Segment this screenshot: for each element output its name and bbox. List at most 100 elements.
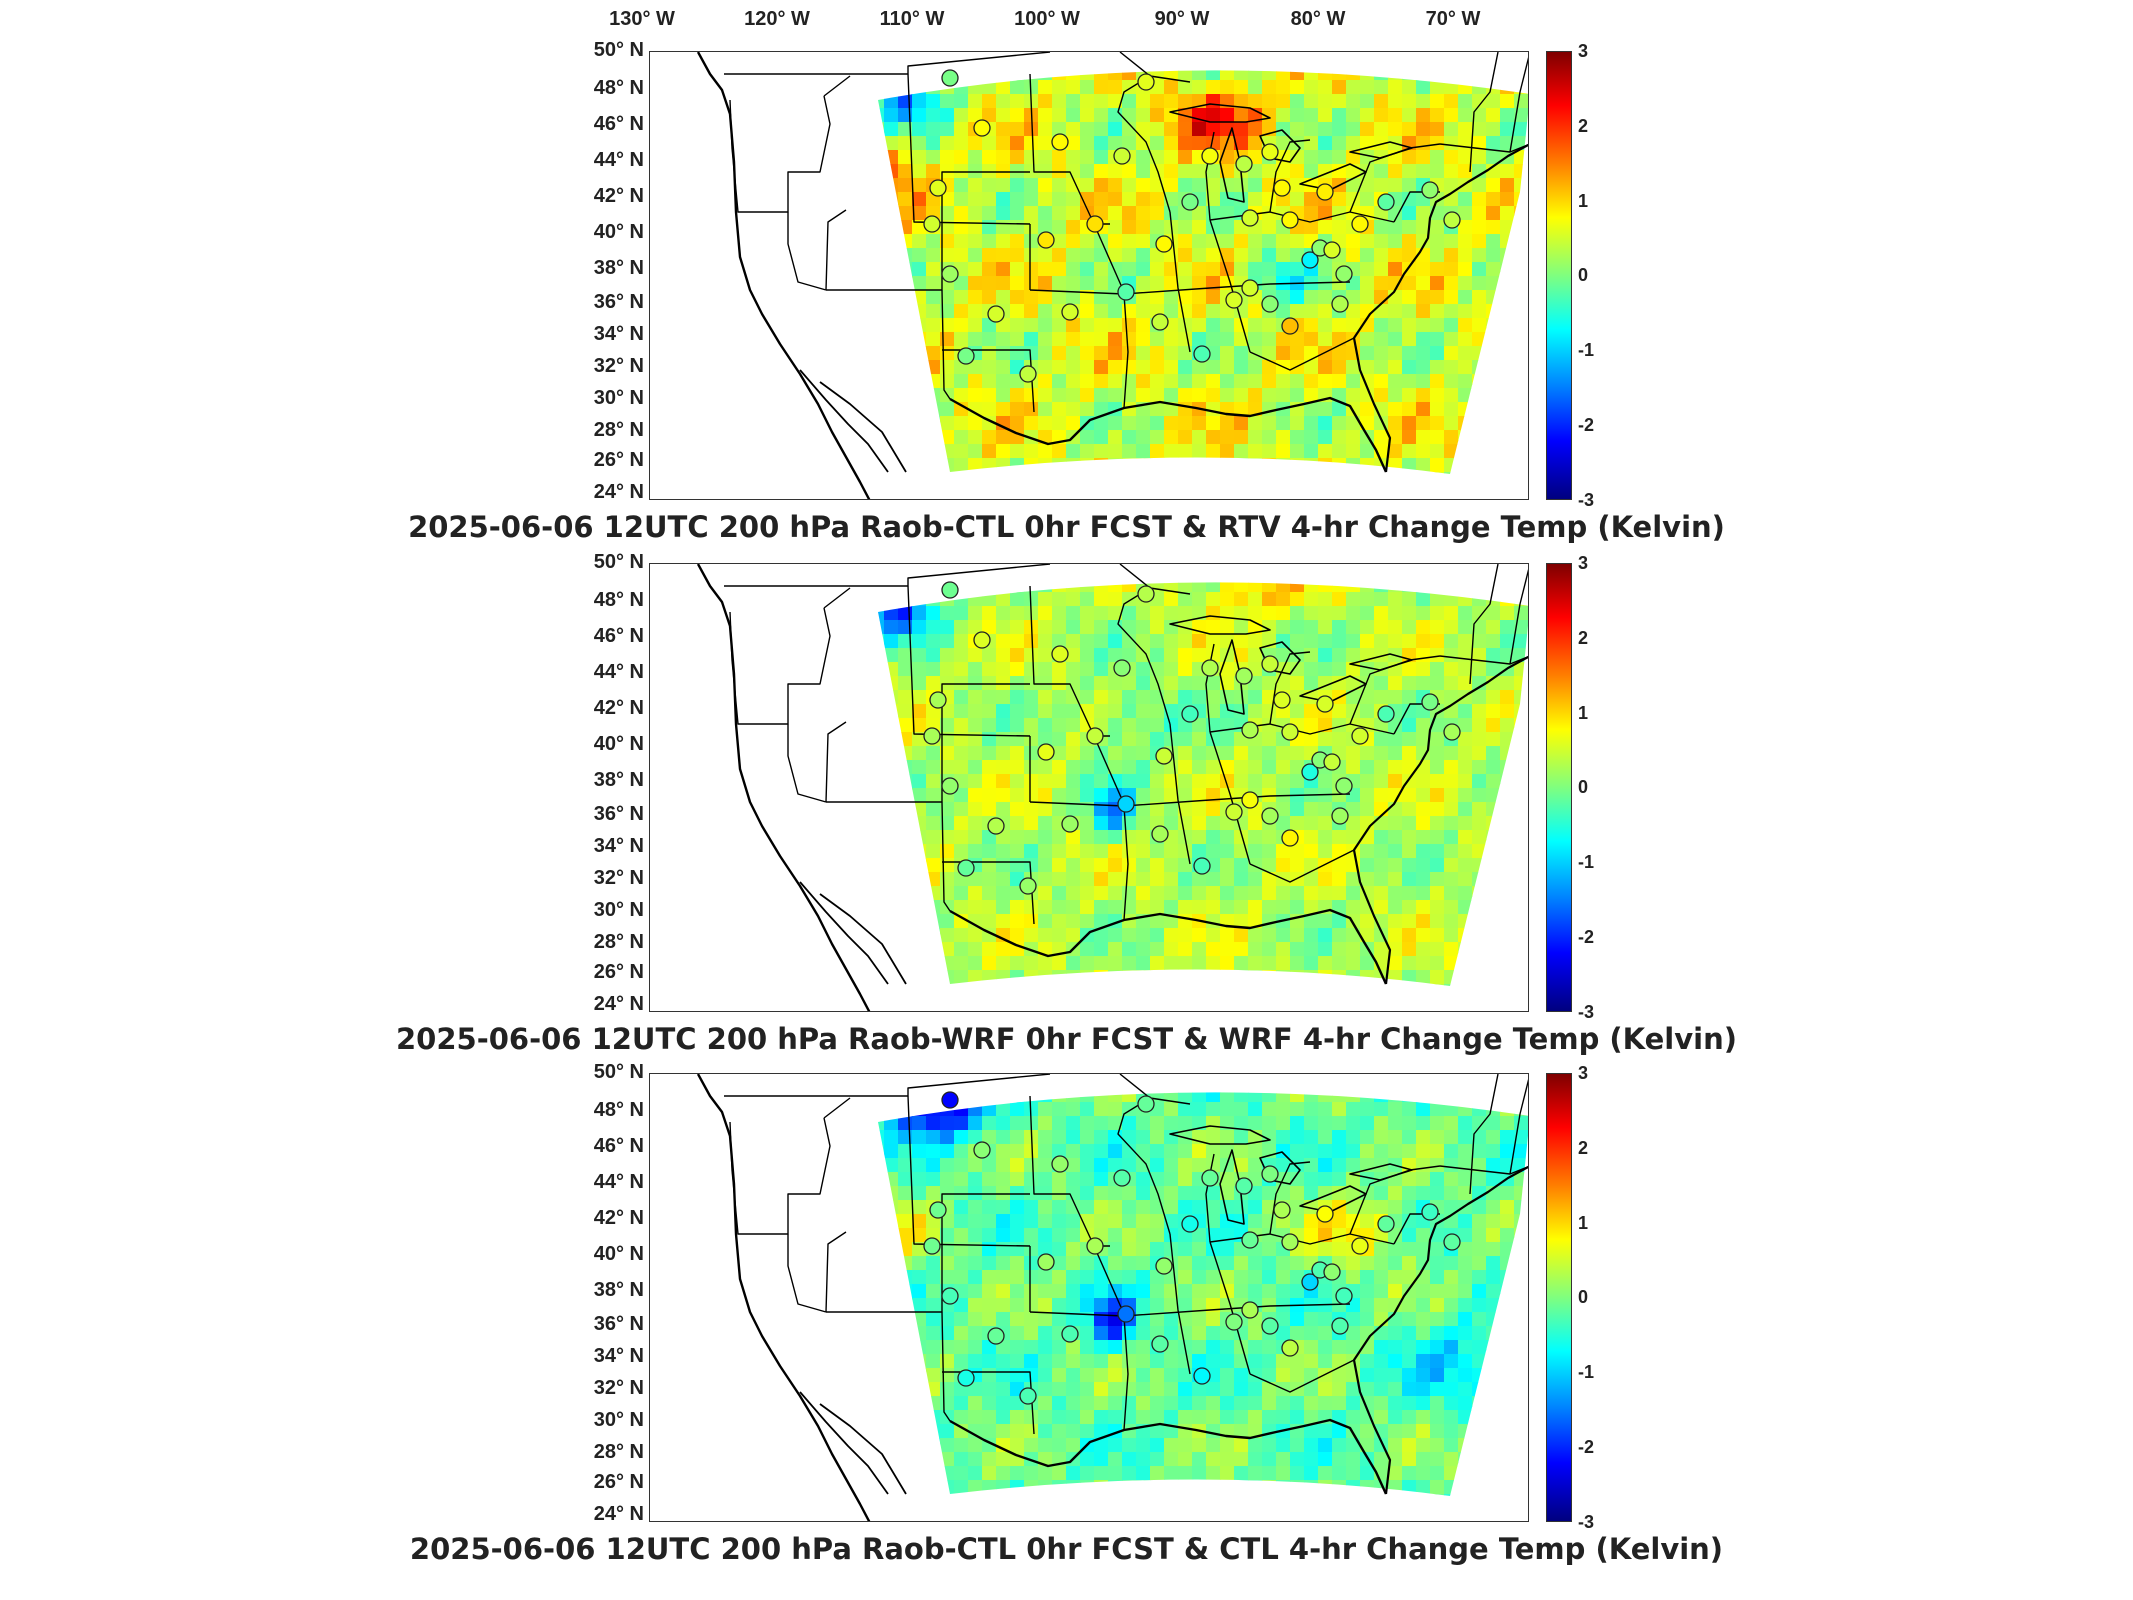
boundary-line <box>823 75 851 97</box>
raob-station-marker <box>1061 815 1079 833</box>
latitude-label: 48° N <box>593 589 644 611</box>
raob-station-marker <box>1261 1317 1279 1335</box>
raob-station-marker <box>1377 705 1395 723</box>
boundary-line <box>941 801 951 912</box>
raob-station-marker <box>1273 179 1291 197</box>
raob-station-marker <box>1235 155 1253 173</box>
raob-station-marker <box>1331 295 1349 313</box>
raob-station-marker <box>1281 211 1299 229</box>
raob-station-marker <box>1335 265 1353 283</box>
raob-station-marker <box>1241 791 1259 809</box>
longitude-axis: 130° W 120° W 110° W 100° W 90° W 80° W 70° W <box>0 0 2133 40</box>
boundary-line <box>825 209 847 291</box>
boundary-line <box>1123 793 1351 807</box>
raob-station-marker <box>1086 215 1104 233</box>
latitude-label: 34° N <box>593 835 644 857</box>
boundary-line <box>1169 1125 1271 1145</box>
map-area <box>649 51 1529 500</box>
boundary-line <box>799 369 907 473</box>
latitude-label: 34° N <box>593 1345 644 1367</box>
boundary-line <box>1269 1161 1311 1235</box>
raob-station-marker <box>1335 777 1353 795</box>
raob-station-marker <box>941 69 959 87</box>
raob-station-marker <box>1316 695 1334 713</box>
colorbar-tick: 0 <box>1578 777 1589 798</box>
raob-station-marker <box>957 859 975 877</box>
colorbar-tick: 3 <box>1578 553 1589 573</box>
raob-station-marker <box>1117 795 1135 813</box>
boundary-line <box>826 1193 1030 1313</box>
raob-station-marker <box>1301 1273 1319 1291</box>
colorbar-tick: -1 <box>1578 852 1595 873</box>
boundary-line <box>729 95 831 213</box>
raob-station-marker <box>1281 1233 1299 1251</box>
latitude-label: 38° N <box>593 257 644 279</box>
boundary-line <box>1249 1359 1355 1393</box>
longitude-label: 80° W <box>1290 8 1346 30</box>
raob-station-marker <box>1241 209 1259 227</box>
raob-station-marker <box>957 347 975 365</box>
raob-station-marker <box>1019 1387 1037 1405</box>
raob-station-marker <box>1193 345 1211 363</box>
raob-station-marker <box>923 727 941 745</box>
boundary-line <box>825 721 847 803</box>
raob-station-marker <box>1113 659 1131 677</box>
boundary-line <box>1269 139 1311 213</box>
raob-station-marker <box>1061 303 1079 321</box>
raob-station-marker <box>1037 231 1055 249</box>
boundary-line <box>724 564 1051 587</box>
latitude-label: 42° N <box>593 697 644 719</box>
boundary-line <box>787 212 827 291</box>
boundary-line <box>1205 131 1215 221</box>
raob-station-marker <box>1181 705 1199 723</box>
latitude-label: 26° N <box>593 961 644 983</box>
latitude-label: 40° N <box>593 1243 644 1265</box>
raob-station-marker <box>1241 1231 1259 1249</box>
boundary-line <box>823 1097 851 1119</box>
colorbar-tick: -3 <box>1578 1001 1595 1022</box>
boundary-line <box>1509 569 1528 665</box>
raob-station-marker <box>1323 241 1341 259</box>
colorbar-tick: 3 <box>1578 1063 1589 1083</box>
raob-station-marker <box>1051 133 1069 151</box>
raob-station-marker <box>923 1237 941 1255</box>
boundary-line <box>696 52 871 499</box>
boundary-line <box>949 396 1388 473</box>
raob-station-marker <box>1193 1367 1211 1385</box>
longitude-label: 100° W <box>1014 8 1080 30</box>
latitude-label: 36° N <box>593 291 644 313</box>
boundary-line <box>1093 223 1125 293</box>
boundary-line <box>1205 1153 1215 1243</box>
raob-station-marker <box>1225 1313 1243 1331</box>
raob-station-marker <box>1331 807 1349 825</box>
boundary-line <box>826 171 1030 291</box>
raob-station-marker <box>941 1287 959 1305</box>
raob-station-marker <box>1193 857 1211 875</box>
boundary-line <box>823 587 851 609</box>
colorbar-tick: 2 <box>1578 115 1589 136</box>
latitude-label: 24° N <box>593 481 644 503</box>
raob-station-marker <box>1225 803 1243 821</box>
raob-station-marker <box>987 1327 1005 1345</box>
temperature-field <box>696 52 1528 499</box>
latitude-label: 36° N <box>593 1313 644 1335</box>
raob-station-marker <box>1281 723 1299 741</box>
boundary-line <box>1219 639 1245 715</box>
raob-station-marker <box>1137 585 1155 603</box>
colorbar-tick: -2 <box>1578 927 1595 947</box>
raob-station-marker <box>1155 235 1173 253</box>
raob-station-marker <box>1155 1257 1173 1275</box>
boundary-line <box>826 683 1030 803</box>
latitude-label: 44° N <box>593 1171 644 1193</box>
raob-station-marker <box>1181 193 1199 211</box>
boundary-line <box>1209 219 1251 353</box>
raob-station-marker <box>941 1091 959 1109</box>
raob-station-marker <box>923 215 941 233</box>
raob-station-marker <box>987 305 1005 323</box>
latitude-label: 50° N <box>593 1061 644 1083</box>
boundary-line <box>1205 643 1215 733</box>
raob-station-marker <box>1137 73 1155 91</box>
boundary-line <box>1349 653 1413 671</box>
raob-station-marker <box>1037 1253 1055 1271</box>
raob-station-marker <box>1323 1263 1341 1281</box>
